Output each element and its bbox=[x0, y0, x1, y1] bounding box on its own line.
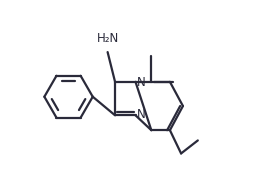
Text: N: N bbox=[136, 108, 145, 121]
Text: N: N bbox=[136, 76, 145, 89]
Text: H₂N: H₂N bbox=[96, 32, 119, 45]
